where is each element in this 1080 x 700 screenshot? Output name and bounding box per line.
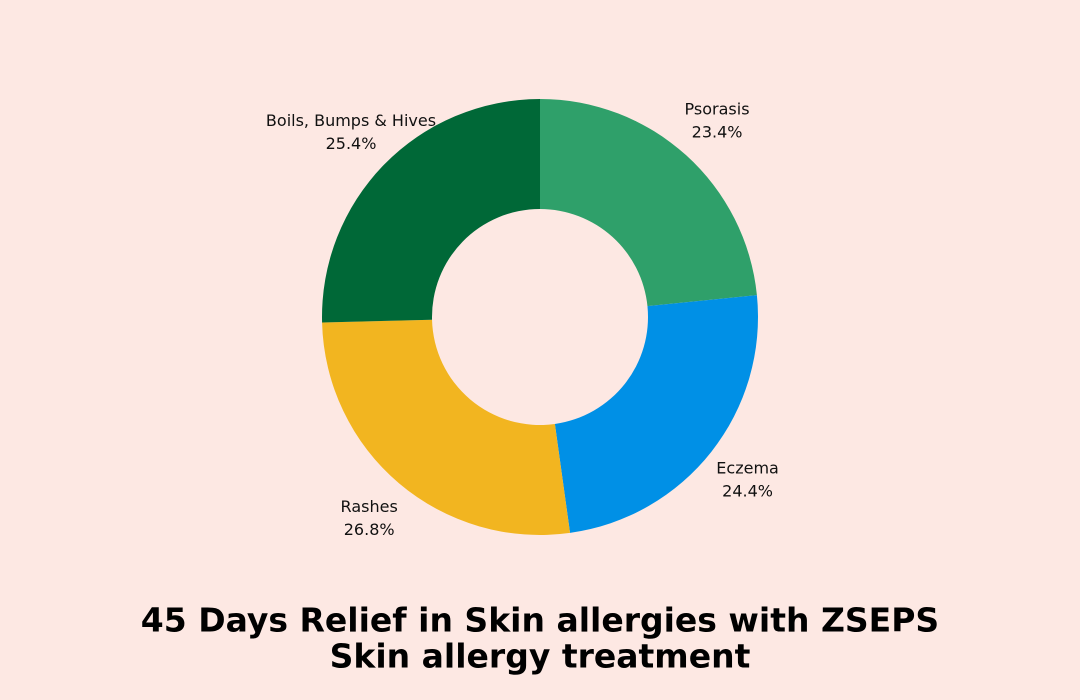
donut-slice [322, 99, 540, 323]
chart-title: Skin allergy treatment [330, 637, 751, 676]
slice-label: Boils, Bumps & Hives [266, 111, 436, 130]
donut-slice [540, 99, 757, 307]
value-label: 24.4% [722, 482, 773, 501]
value-label: 26.8% [344, 520, 395, 539]
value-label: 23.4% [692, 123, 743, 142]
donut-slice [322, 319, 571, 535]
slice-label: Psorasis [685, 100, 750, 119]
slice-label: Rashes [341, 497, 398, 516]
donut-slice [554, 295, 758, 533]
slice-label: Eczema [716, 459, 779, 478]
value-label: 25.4% [326, 134, 377, 153]
chart-title: 45 Days Relief in Skin allergies with ZS… [141, 601, 939, 640]
